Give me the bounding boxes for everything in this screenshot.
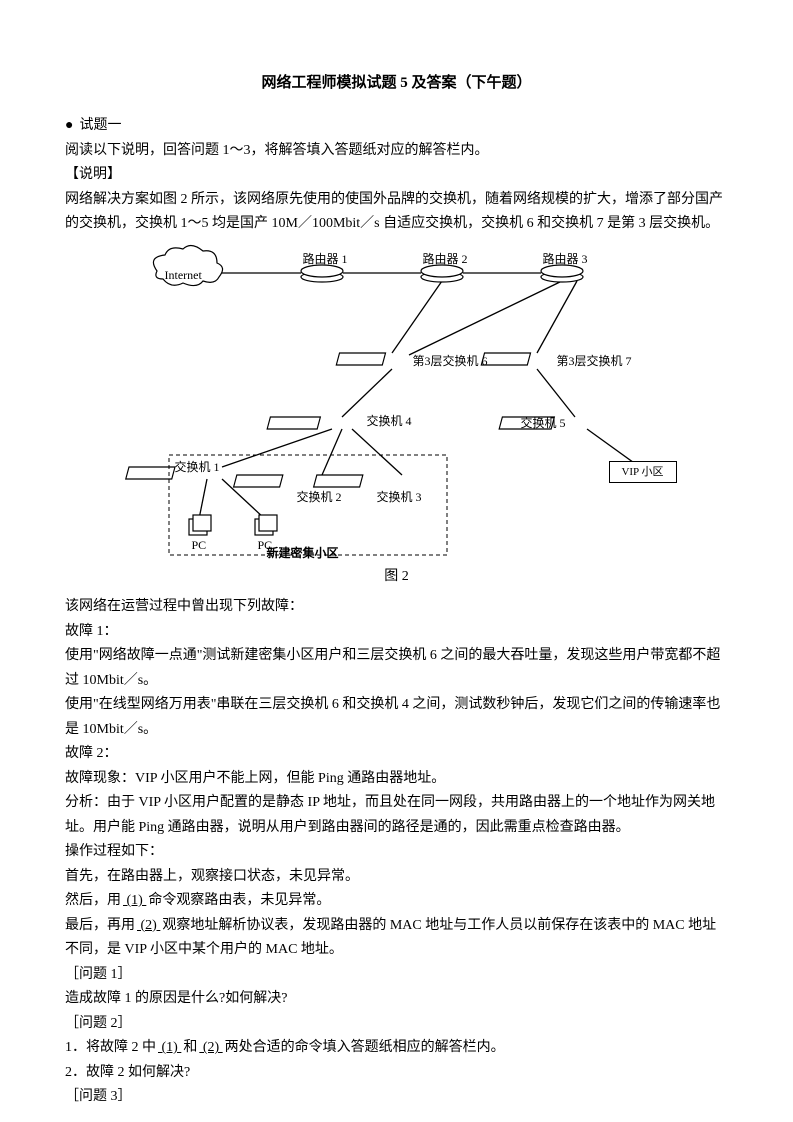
label-switch-4: 交换机 4 <box>367 411 412 432</box>
q2-text-2: 2．故障 2 如何解决? <box>65 1061 728 1086</box>
blank-1: (1) <box>121 893 148 908</box>
q2b: 和 <box>183 1040 197 1055</box>
fault2-p4: 首先，在路由器上，观察接口状态，未见异常。 <box>65 865 728 890</box>
f2p5a: 然后，用 <box>65 893 121 908</box>
label-router-2: 路由器 2 <box>423 249 468 270</box>
label-switch-5: 交换机 5 <box>521 413 566 434</box>
fault1-p1: 使用"网络故障一点通"测试新建密集小区用户和三层交换机 6 之间的最大吞吐量，发… <box>65 644 728 693</box>
page-title: 网络工程师模拟试题 5 及答案（下午题） <box>65 70 728 96</box>
q2a: 1．将故障 2 中 <box>65 1040 156 1055</box>
f2p5b: 命令观察路由表，未见异常。 <box>148 893 330 908</box>
fault2-p1: 故障现象：VIP 小区用户不能上网，但能 Ping 通路由器地址。 <box>65 767 728 792</box>
fault2-p6: 最后，再用 (2) 观察地址解析协议表，发现路由器的 MAC 地址与工作人员以前… <box>65 914 728 963</box>
q2-text-1: 1．将故障 2 中 (1) 和 (2) 两处合适的命令填入答题纸相应的解答栏内。 <box>65 1036 728 1061</box>
group-label: 新建密集小区 <box>267 543 339 564</box>
f2p6a: 最后，再用 <box>65 918 135 933</box>
q1-heading: ［问题 1］ <box>65 963 728 988</box>
fault2-heading: 故障 2： <box>65 742 728 767</box>
q3-heading: ［问题 3］ <box>65 1085 728 1110</box>
q1-text: 造成故障 1 的原因是什么?如何解决? <box>65 987 728 1012</box>
question-header: 试题一 <box>65 114 728 139</box>
intro-line: 阅读以下说明，回答问题 1～3，将解答填入答题纸对应的解答栏内。 <box>65 139 728 164</box>
f2p6b: 观察地址解析协议表，发现路由器的 MAC 地址与工作人员以前保存在该表中的 MA… <box>65 918 716 958</box>
legend-label: 【说明】 <box>65 163 728 188</box>
network-diagram: Internet 路由器 1 路由器 2 路由器 3 第3层交换机 6 第3层交… <box>117 243 677 563</box>
blank-2: (2) <box>135 918 162 933</box>
figure-caption: 图 2 <box>65 565 728 590</box>
q2-heading: ［问题 2］ <box>65 1012 728 1037</box>
label-internet: Internet <box>165 265 202 286</box>
fault1-p2: 使用"在线型网络万用表"串联在三层交换机 6 和交换机 4 之间，测试数秒钟后，… <box>65 693 728 742</box>
vip-zone-box: VIP 小区 <box>609 461 677 483</box>
q2-blank-1: (1) <box>156 1040 183 1055</box>
label-switch-1: 交换机 1 <box>175 457 220 478</box>
label-l3-switch-6: 第3层交换机 6 <box>413 351 488 372</box>
label-switch-2: 交换机 2 <box>297 487 342 508</box>
label-l3-switch-7: 第3层交换机 7 <box>557 351 632 372</box>
q2-blank-2: (2) <box>197 1040 224 1055</box>
label-router-1: 路由器 1 <box>303 249 348 270</box>
label-switch-3: 交换机 3 <box>377 487 422 508</box>
fault1-heading: 故障 1： <box>65 620 728 645</box>
label-pc-1: PC <box>192 535 207 556</box>
fault2-p3: 操作过程如下： <box>65 840 728 865</box>
fault2-p5: 然后，用 (1) 命令观察路由表，未见异常。 <box>65 889 728 914</box>
after-fig-line: 该网络在运营过程中曾出现下列故障： <box>65 595 728 620</box>
label-router-3: 路由器 3 <box>543 249 588 270</box>
fault2-p2: 分析：由于 VIP 小区用户配置的是静态 IP 地址，而且处在同一网段，共用路由… <box>65 791 728 840</box>
description: 网络解决方案如图 2 所示，该网络原先使用的使国外品牌的交换机，随着网络规模的扩… <box>65 188 728 237</box>
q2c: 两处合适的命令填入答题纸相应的解答栏内。 <box>225 1040 505 1055</box>
